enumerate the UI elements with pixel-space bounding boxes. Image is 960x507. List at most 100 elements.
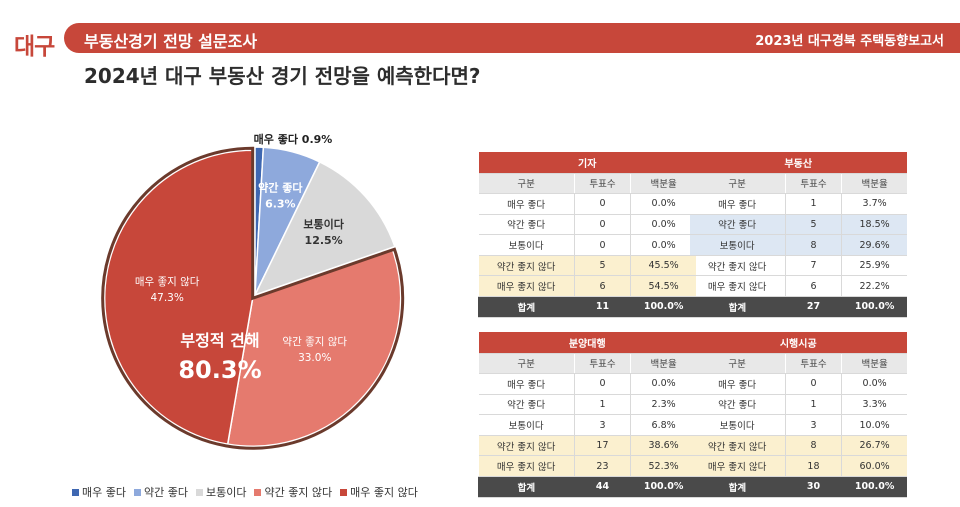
table-title: 기자 bbox=[478, 152, 696, 174]
negative-group-outline bbox=[101, 146, 405, 450]
table-cell: 1 bbox=[784, 394, 842, 416]
total-cell: 100.0% bbox=[841, 476, 907, 498]
table-cell: 매우 좋다 bbox=[478, 193, 575, 215]
column-header: 구분 bbox=[689, 173, 786, 195]
table-row: 매우 좋다 1 3.7% bbox=[689, 193, 907, 215]
total-cell: 27 bbox=[784, 296, 842, 318]
table-cell: 약간 좋지 않다 bbox=[689, 435, 786, 457]
legend-swatch bbox=[195, 488, 203, 496]
total-cell: 30 bbox=[784, 476, 842, 498]
table-cell: 약간 좋다 bbox=[689, 394, 786, 416]
header-bar: 부동산경기 전망 설문조사 2023년 대구경북 주택동향보고서 bbox=[64, 23, 960, 53]
table-cell: 22.2% bbox=[841, 275, 907, 298]
table-cell: 23 bbox=[573, 455, 631, 478]
table-row: 약간 좋지 않다 8 26.7% bbox=[689, 435, 907, 457]
table-row: 보통이다 3 10.0% bbox=[689, 414, 907, 436]
total-cell: 100.0% bbox=[841, 296, 907, 318]
table-cell: 매우 좋지 않다 bbox=[478, 275, 575, 298]
slice-label-name: 매우 좋지 않다 bbox=[135, 276, 200, 288]
table-cell: 보통이다 bbox=[478, 234, 575, 256]
legend-item: 보통이다 bbox=[195, 484, 247, 500]
table-reporter: 기자 구분 투표수 백분율 매우 좋다 0 0.0% 약간 좋다 0 0.0% 보통이다 0 0.0% 약… bbox=[478, 152, 696, 318]
table-cell: 약간 좋지 않다 bbox=[478, 435, 575, 457]
table-cell: 26.7% bbox=[841, 435, 907, 457]
table-total-row: 합계 30 100.0% bbox=[689, 476, 907, 498]
table-cell: 8 bbox=[784, 234, 842, 256]
column-header: 투표수 bbox=[784, 173, 842, 195]
table-title: 시행시공 bbox=[689, 332, 907, 354]
table-cell: 1 bbox=[573, 394, 631, 416]
table-cell: 3.7% bbox=[841, 193, 907, 215]
table-row: 매우 좋다 0 0.0% bbox=[478, 193, 696, 215]
total-cell: 합계 bbox=[478, 476, 575, 498]
table-sales-agency: 분양대행 구분 투표수 백분율 매우 좋다 0 0.0% 약간 좋다 1 2.3% 보통이다 3 6.8… bbox=[478, 332, 696, 498]
legend-label: 매우 좋지 않다 bbox=[350, 486, 418, 499]
table-cell: 18 bbox=[784, 455, 842, 478]
legend-item: 매우 좋다 bbox=[72, 484, 126, 500]
table-cell: 18.5% bbox=[841, 214, 907, 236]
table-cell: 0 bbox=[573, 234, 631, 256]
table-row: 보통이다 3 6.8% bbox=[478, 414, 696, 436]
slice-label-name: 약간 좋다 bbox=[258, 181, 303, 195]
table-row: 보통이다 8 29.6% bbox=[689, 234, 907, 256]
chart-legend: 매우 좋다 약간 좋다 보통이다 약간 좋지 않다 매우 좋지 않다 bbox=[72, 484, 418, 500]
table-cell: 6 bbox=[784, 275, 842, 298]
legend-label: 보통이다 bbox=[205, 486, 247, 499]
table-row: 매우 좋지 않다 23 52.3% bbox=[478, 455, 696, 478]
table-cell: 1 bbox=[784, 193, 842, 215]
table-row: 보통이다 0 0.0% bbox=[478, 234, 696, 256]
brand-logo: 대구 bbox=[14, 34, 55, 60]
legend-swatch bbox=[133, 488, 141, 496]
slice-label-name: 보통이다 bbox=[303, 217, 344, 231]
total-cell: 100.0% bbox=[630, 476, 696, 498]
table-total-row: 합계 27 100.0% bbox=[689, 296, 907, 318]
column-header: 백분율 bbox=[841, 353, 907, 375]
legend-swatch bbox=[72, 488, 79, 496]
table-cell: 0.0% bbox=[630, 234, 696, 256]
table-cell: 52.3% bbox=[630, 455, 696, 478]
table-cell: 5 bbox=[573, 255, 631, 277]
table-total-row: 합계 11 100.0% bbox=[478, 296, 696, 318]
table-cell: 8 bbox=[784, 435, 842, 457]
slice-very-bad bbox=[103, 149, 254, 445]
table-cell: 0 bbox=[573, 214, 631, 236]
table-cell: 약간 좋다 bbox=[689, 214, 786, 236]
negative-annotation-label: 부정적 견해 bbox=[180, 331, 259, 350]
column-header: 구분 bbox=[478, 173, 575, 195]
table-cell: 3 bbox=[784, 414, 842, 436]
table-cell: 0.0% bbox=[630, 193, 696, 215]
total-cell: 합계 bbox=[689, 296, 786, 318]
table-row: 매우 좋지 않다 6 54.5% bbox=[478, 275, 696, 298]
negative-annotation-value: 80.3% bbox=[178, 356, 261, 384]
table-cell: 약간 좋지 않다 bbox=[478, 255, 575, 277]
column-header: 백분율 bbox=[630, 173, 696, 195]
slice-label-value: 6.3% bbox=[265, 198, 296, 211]
legend-item: 약간 좋지 않다 bbox=[254, 484, 332, 500]
table-cell: 6 bbox=[573, 275, 631, 298]
table-cell: 매우 좋지 않다 bbox=[689, 455, 786, 478]
table-cell: 0.0% bbox=[630, 373, 696, 395]
table-cell: 45.5% bbox=[630, 255, 696, 277]
table-cell: 17 bbox=[573, 435, 631, 457]
table-cell: 0 bbox=[784, 373, 842, 395]
slice-neutral bbox=[253, 160, 396, 297]
table-cell: 6.8% bbox=[630, 414, 696, 436]
table-row: 약간 좋다 1 3.3% bbox=[689, 394, 907, 416]
table-cell: 2.3% bbox=[630, 394, 696, 416]
table-cell: 매우 좋다 bbox=[689, 373, 786, 395]
column-header: 백분율 bbox=[630, 353, 696, 375]
slice-label-name: 약간 좋지 않다 bbox=[282, 336, 347, 348]
column-header: 투표수 bbox=[573, 353, 631, 375]
table-cell: 보통이다 bbox=[478, 414, 575, 436]
table-total-row: 합계 44 100.0% bbox=[478, 476, 696, 498]
slice-label-value: 12.5% bbox=[305, 234, 343, 247]
table-title: 부동산 bbox=[689, 152, 907, 174]
column-header: 구분 bbox=[689, 353, 786, 375]
slice-label-value: 47.3% bbox=[150, 292, 183, 304]
legend-swatch bbox=[254, 488, 262, 496]
table-cell: 매우 좋지 않다 bbox=[478, 455, 575, 478]
table-cell: 약간 좋다 bbox=[478, 214, 575, 236]
table-cell: 약간 좋지 않다 bbox=[689, 255, 786, 277]
table-cell: 보통이다 bbox=[689, 234, 786, 256]
table-cell: 보통이다 bbox=[689, 414, 786, 436]
